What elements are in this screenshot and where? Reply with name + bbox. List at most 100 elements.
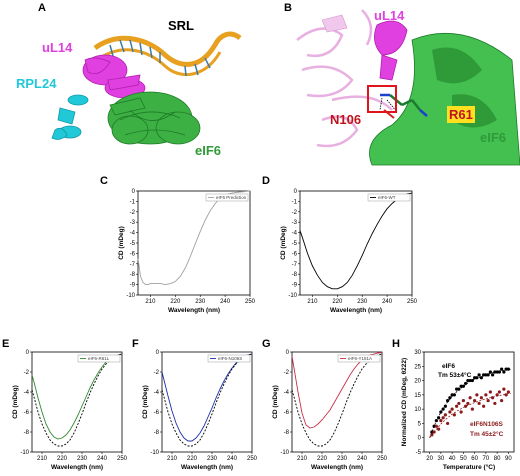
scatter-point (455, 387, 459, 391)
scatter-point (441, 416, 445, 420)
plot-frame (31, 351, 123, 453)
y-tick-label: -4 (292, 231, 298, 237)
series-line (161, 353, 253, 447)
legend-box (207, 354, 251, 363)
panel-d: D 210 220 230 240 250 0 -1 -2 -3 -4 -5 -6 -7 -8 -9 -10 W… (262, 175, 422, 320)
scatter-point (448, 410, 452, 414)
legend-box (367, 193, 411, 202)
plot-frame (423, 351, 515, 453)
series-line (161, 353, 253, 442)
scatter-point (470, 378, 474, 383)
panel-e: E 210 220 230 240 250 0 -2 -4 -6 -8 -10 Wavelength … (0, 338, 128, 476)
fit-line (429, 393, 511, 438)
chart-f: 210 220 230 240 250 0 -2 -4 -6 -8 -10 Wavelength (n… (142, 350, 258, 471)
y-tick-label: -9 (292, 283, 298, 289)
series-line (31, 353, 123, 440)
panel-c: C 210 220 230 240 250 0 -1 -2 -3 -4 -5 -6 -7 -8 -9 -10 W… (100, 175, 260, 320)
scatter-point (493, 401, 497, 406)
x-axis-title: Wavelength (nm) (168, 307, 220, 314)
legend-box (205, 193, 249, 202)
scatter-point (473, 376, 477, 380)
y-tick-label: -2 (130, 210, 136, 216)
scatter-point (488, 390, 492, 394)
y-tick-label: -1 (292, 199, 298, 205)
y-tick-label: 15 (414, 393, 421, 399)
plot-frame (299, 190, 413, 296)
y-tick-label: -4 (154, 390, 160, 396)
scatter-point (434, 424, 438, 428)
y-tick-label: -6 (154, 410, 160, 416)
scatter-point (448, 396, 452, 400)
x-axis-title: Temperature (°C) (443, 463, 495, 471)
x-tick-label: 210 (297, 456, 308, 462)
scatter-point (504, 367, 508, 371)
y-tick-label: 20 (414, 379, 421, 385)
scatter-point (457, 387, 461, 391)
scatter-point (491, 373, 495, 377)
scatter-point (495, 370, 499, 374)
x-tick-label: 240 (382, 299, 393, 305)
chart-g: 210 220 230 240 250 0 -2 -4 -6 -8 -10 Wavelength (n… (272, 350, 388, 471)
y-tick-label: -5 (130, 241, 136, 247)
scatter-point (482, 373, 486, 377)
legend-box (77, 354, 121, 363)
x-tick-label: 210 (37, 456, 48, 462)
panel-label-h: H (392, 338, 400, 350)
y-tick-label: -8 (24, 430, 30, 436)
x-tick-label: 80 (494, 456, 501, 462)
y-axis-title: CD (mDeg) (272, 385, 279, 419)
x-axis-title: Wavelength (nm) (311, 464, 363, 471)
annotation-mut-name: eIF6N106S (470, 421, 504, 428)
scatter-point (439, 410, 443, 414)
y-tick-label: 0 (294, 189, 298, 195)
label-ul14-a: uL14 (42, 40, 73, 55)
panel-label-d: D (262, 175, 270, 187)
chart-h: 20 30 40 50 60 70 80 90-5051015202530Temperatur… (401, 350, 515, 471)
scatter-point (437, 427, 441, 431)
scatter-point (452, 393, 456, 397)
legend-box (337, 354, 381, 363)
annotation-wt-tm: Tm 53±4°C (438, 371, 472, 379)
y-tick-label: -6 (284, 410, 290, 416)
x-axis-title: Wavelength (nm) (330, 307, 382, 314)
scatter-point (495, 393, 499, 397)
panel-label-f: F (132, 338, 139, 350)
y-tick-label: -2 (154, 370, 160, 376)
panel-label-c: C (100, 175, 108, 187)
scatter-point (482, 404, 486, 408)
scatter-point (439, 418, 443, 423)
y-tick-label: -10 (280, 450, 289, 456)
y-tick-label: -2 (292, 210, 298, 216)
scatter-point (475, 376, 479, 380)
legend-label: eIF6-Y151A (348, 356, 372, 361)
scatter-point (443, 404, 447, 408)
scatter-point (457, 401, 461, 406)
scatter-point (493, 370, 497, 374)
scatter-point (432, 430, 436, 434)
y-tick-label: -7 (130, 262, 136, 268)
y-tick-label: -3 (130, 220, 136, 226)
x-tick-label: 230 (77, 456, 88, 462)
annotation-wt-name: eIF6 (442, 363, 455, 370)
scatter-point (473, 398, 477, 403)
y-tick-label: -9 (130, 283, 136, 289)
y-tick-label: -1 (130, 199, 136, 205)
scatter-point (430, 433, 434, 437)
scatter-point (466, 401, 470, 406)
y-tick-label: 0 (418, 436, 422, 442)
y-axis-title: Normalized CD (mDeg, θ222) (401, 358, 408, 446)
y-tick-label: -2 (284, 370, 290, 376)
label-n106: N106 (330, 112, 362, 127)
plot-frame (137, 190, 251, 296)
scatter-point (437, 416, 441, 420)
scatter-point (497, 370, 501, 374)
annotation-mut-tm: Tm 45±2°C (470, 430, 504, 438)
y-tick-label: -5 (416, 450, 422, 456)
panel-label-e: E (2, 338, 10, 350)
panel-g: G 210 220 230 240 250 0 -2 -4 -6 -8 -10 Wavelength … (260, 338, 388, 476)
x-tick-label: 240 (357, 456, 368, 462)
label-ul14-b: uL14 (374, 8, 405, 23)
plot-frame (161, 351, 253, 453)
structure-b-illustration (292, 0, 520, 166)
scatter-point (477, 373, 481, 377)
